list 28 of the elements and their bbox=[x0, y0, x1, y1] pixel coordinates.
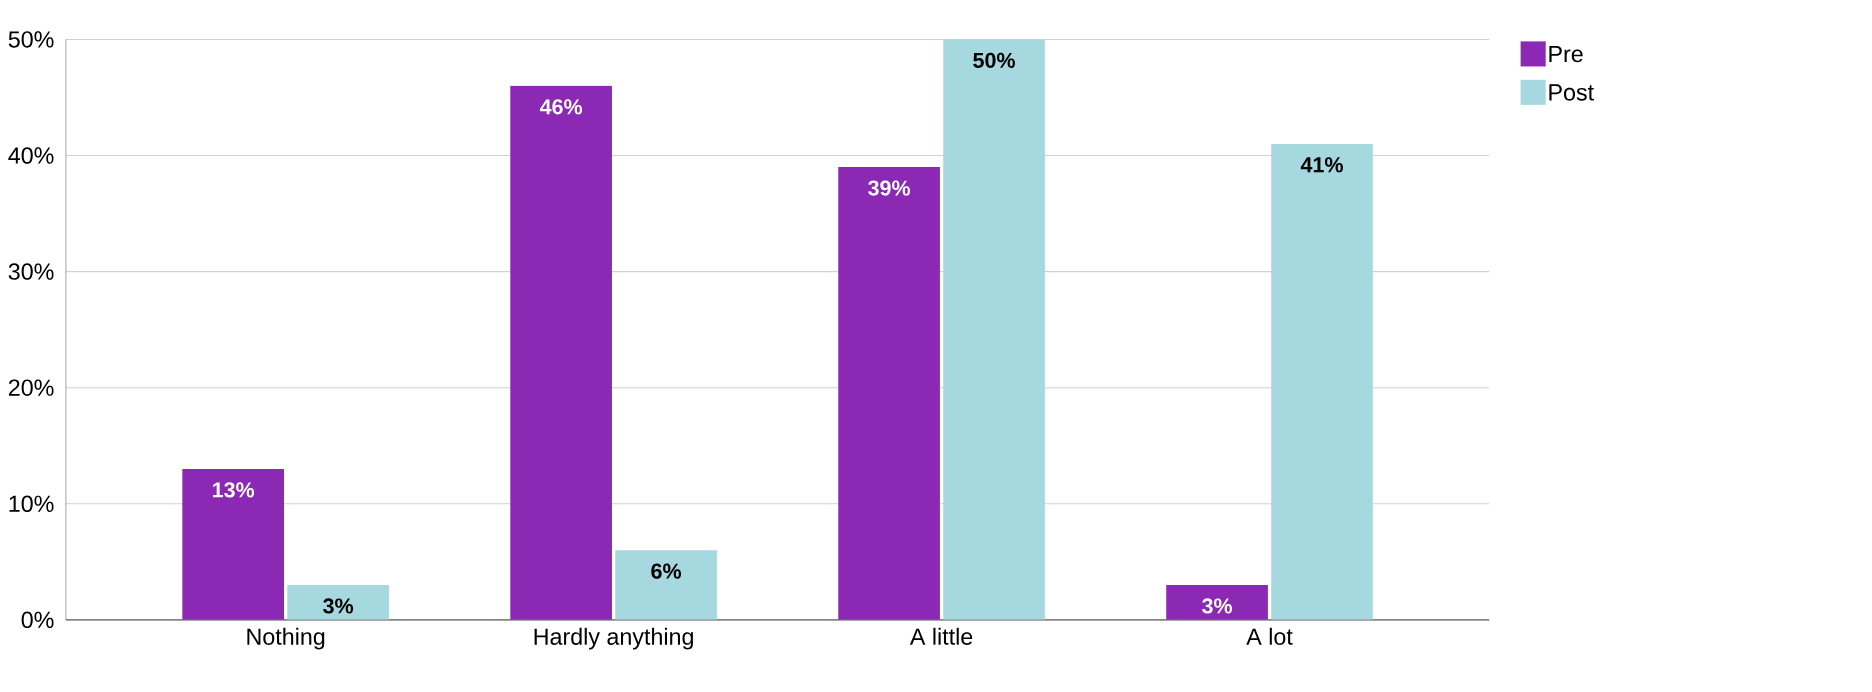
bar bbox=[615, 550, 717, 621]
bar bbox=[287, 585, 389, 621]
y-tick-label: 40% bbox=[8, 147, 54, 164]
legend-label: Pre bbox=[1549, 46, 1583, 63]
legend-label: Post bbox=[1549, 84, 1594, 101]
data-label: 6% bbox=[651, 563, 682, 579]
y-tick-label: 50% bbox=[8, 31, 54, 48]
data-label: 3% bbox=[323, 598, 354, 614]
y-tick-label: 30% bbox=[8, 263, 54, 281]
data-label: 3% bbox=[1202, 598, 1233, 614]
x-tick-label: Nothing bbox=[247, 628, 325, 650]
y-tick-label: 20% bbox=[8, 379, 54, 397]
bar bbox=[510, 86, 612, 621]
data-label: 13% bbox=[213, 482, 255, 498]
y-tick-label: 10% bbox=[9, 495, 54, 513]
data-label: 39% bbox=[868, 180, 911, 196]
bar bbox=[943, 39, 1045, 621]
data-label: 46% bbox=[539, 99, 583, 115]
bar bbox=[1166, 585, 1268, 621]
bar bbox=[182, 469, 284, 621]
x-tick-label: Hardly anything bbox=[534, 628, 693, 650]
x-tick-label: A lot bbox=[1246, 628, 1293, 646]
x-tick-label: A little bbox=[909, 628, 973, 646]
data-label: 50% bbox=[973, 52, 1015, 69]
data-label: 41% bbox=[1300, 157, 1343, 173]
bar bbox=[838, 167, 940, 621]
bar bbox=[1271, 144, 1373, 621]
y-tick-label: 0% bbox=[21, 611, 54, 629]
